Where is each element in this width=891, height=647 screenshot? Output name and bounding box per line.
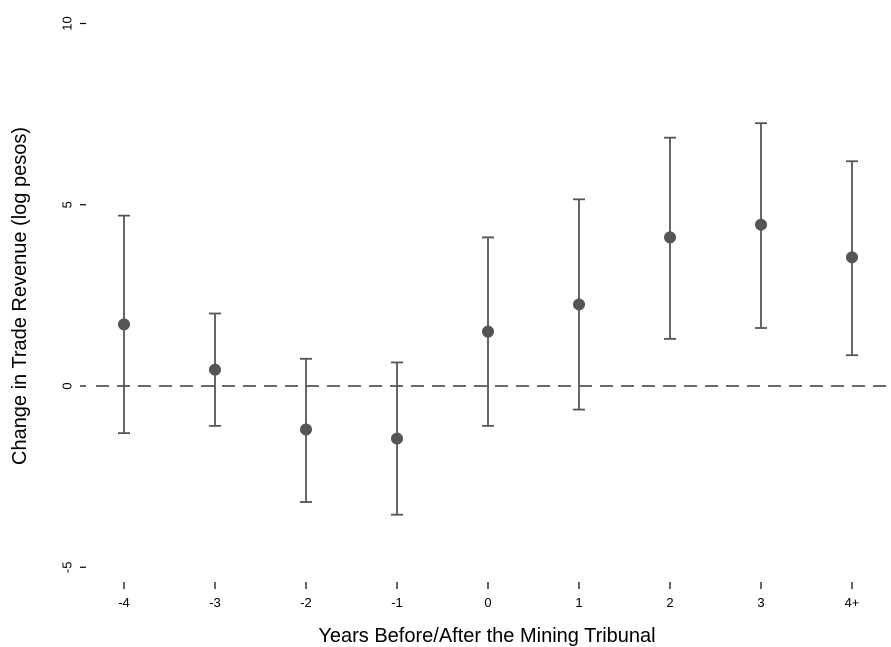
x-axis-title: Years Before/After the Mining Tribunal — [318, 625, 655, 647]
x-axis-ticks: -4 -3 -2 -1 0 1 2 3 4+ — [118, 582, 859, 610]
data-points — [118, 218, 858, 445]
x-tick-label: 2 — [666, 595, 673, 610]
x-tick-label: 3 — [757, 595, 764, 610]
x-tick-label: 4+ — [845, 595, 860, 610]
error-bars — [118, 122, 858, 516]
x-tick-label: 1 — [575, 595, 582, 610]
x-tick-label: -2 — [300, 595, 312, 610]
y-tick-label: 10 — [59, 16, 74, 30]
y-axis-ticks: -5 0 5 10 — [59, 16, 86, 573]
y-tick-label: -5 — [59, 561, 74, 573]
x-tick-label: -1 — [391, 595, 403, 610]
data-point — [391, 432, 403, 445]
x-tick-label: -3 — [209, 595, 221, 610]
data-point — [482, 325, 494, 338]
data-point — [209, 363, 221, 376]
x-tick-label: -4 — [118, 595, 130, 610]
data-point — [664, 231, 676, 244]
data-point — [573, 298, 585, 311]
data-point — [118, 318, 130, 331]
y-tick-label: 0 — [59, 382, 74, 389]
data-point — [846, 251, 858, 264]
y-tick-label: 5 — [59, 201, 74, 208]
data-point — [755, 218, 767, 231]
x-tick-label: 0 — [484, 595, 491, 610]
data-point — [300, 423, 312, 436]
y-axis-title: Change in Trade Revenue (log pesos) — [9, 127, 31, 465]
